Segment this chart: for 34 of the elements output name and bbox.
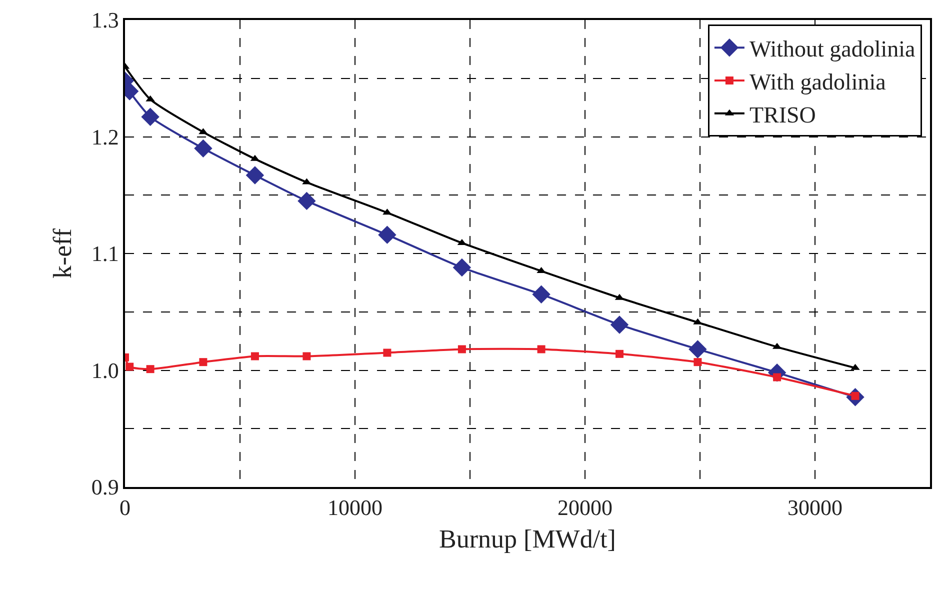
point (458, 345, 466, 354)
point (250, 352, 259, 360)
point (298, 192, 316, 210)
point (246, 166, 264, 184)
point (688, 340, 707, 358)
legend-label: TRISO (749, 102, 816, 128)
point (126, 362, 134, 371)
point (773, 373, 782, 382)
point (694, 358, 702, 366)
point (378, 226, 396, 244)
y-tick-label: 1.0 (91, 358, 119, 383)
y-tick-label: 1.2 (91, 124, 119, 150)
point (452, 258, 472, 277)
y-tick-label: 0.9 (91, 474, 119, 500)
point (532, 285, 550, 304)
x-axis-title: Burnup [MWd/t] (439, 524, 616, 554)
x-tick-label: 10000 (328, 495, 382, 520)
point (616, 350, 624, 358)
point (194, 139, 212, 158)
legend-label: With gadolinia (749, 69, 886, 94)
y-tick-label: 1.3 (91, 8, 119, 33)
point (383, 348, 392, 357)
x-tick-label: 20000 (558, 495, 612, 520)
point (141, 108, 160, 126)
point (146, 365, 154, 374)
legend-label: Without gadolinia (749, 36, 916, 62)
y-axis-title: k-eff (48, 228, 78, 279)
x-tick-label: 30000 (788, 495, 842, 520)
point (302, 352, 311, 360)
point (610, 316, 629, 334)
x-tick-label: 0 (120, 495, 130, 520)
point (537, 345, 546, 354)
y-tick-label: 1.1 (91, 241, 119, 266)
point (199, 358, 208, 366)
